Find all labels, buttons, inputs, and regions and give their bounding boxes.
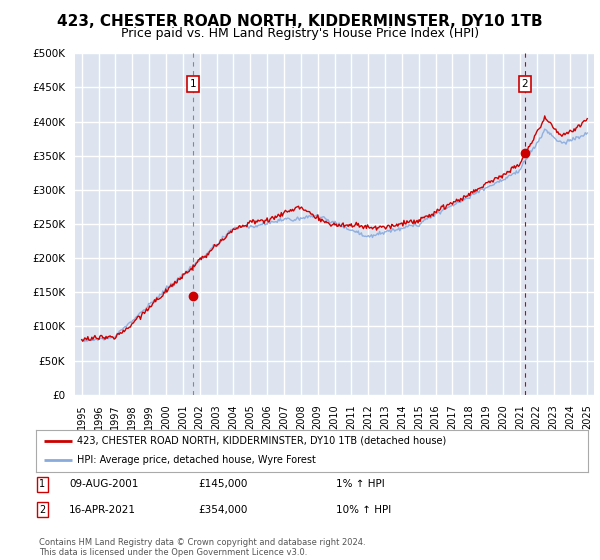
Text: This data is licensed under the Open Government Licence v3.0.: This data is licensed under the Open Gov… bbox=[39, 548, 307, 557]
Text: 423, CHESTER ROAD NORTH, KIDDERMINSTER, DY10 1TB: 423, CHESTER ROAD NORTH, KIDDERMINSTER, … bbox=[57, 14, 543, 29]
Text: 2: 2 bbox=[39, 505, 45, 515]
Text: 423, CHESTER ROAD NORTH, KIDDERMINSTER, DY10 1TB (detached house): 423, CHESTER ROAD NORTH, KIDDERMINSTER, … bbox=[77, 436, 446, 446]
Text: 1% ↑ HPI: 1% ↑ HPI bbox=[336, 479, 385, 489]
Text: 1: 1 bbox=[190, 79, 196, 89]
Text: 09-AUG-2001: 09-AUG-2001 bbox=[69, 479, 139, 489]
Text: Contains HM Land Registry data © Crown copyright and database right 2024.: Contains HM Land Registry data © Crown c… bbox=[39, 538, 365, 547]
Text: 16-APR-2021: 16-APR-2021 bbox=[69, 505, 136, 515]
Text: £145,000: £145,000 bbox=[198, 479, 247, 489]
Text: Price paid vs. HM Land Registry's House Price Index (HPI): Price paid vs. HM Land Registry's House … bbox=[121, 27, 479, 40]
Text: £354,000: £354,000 bbox=[198, 505, 247, 515]
Text: 10% ↑ HPI: 10% ↑ HPI bbox=[336, 505, 391, 515]
Text: 2: 2 bbox=[521, 79, 528, 89]
Text: 1: 1 bbox=[39, 479, 45, 489]
Text: HPI: Average price, detached house, Wyre Forest: HPI: Average price, detached house, Wyre… bbox=[77, 455, 316, 465]
